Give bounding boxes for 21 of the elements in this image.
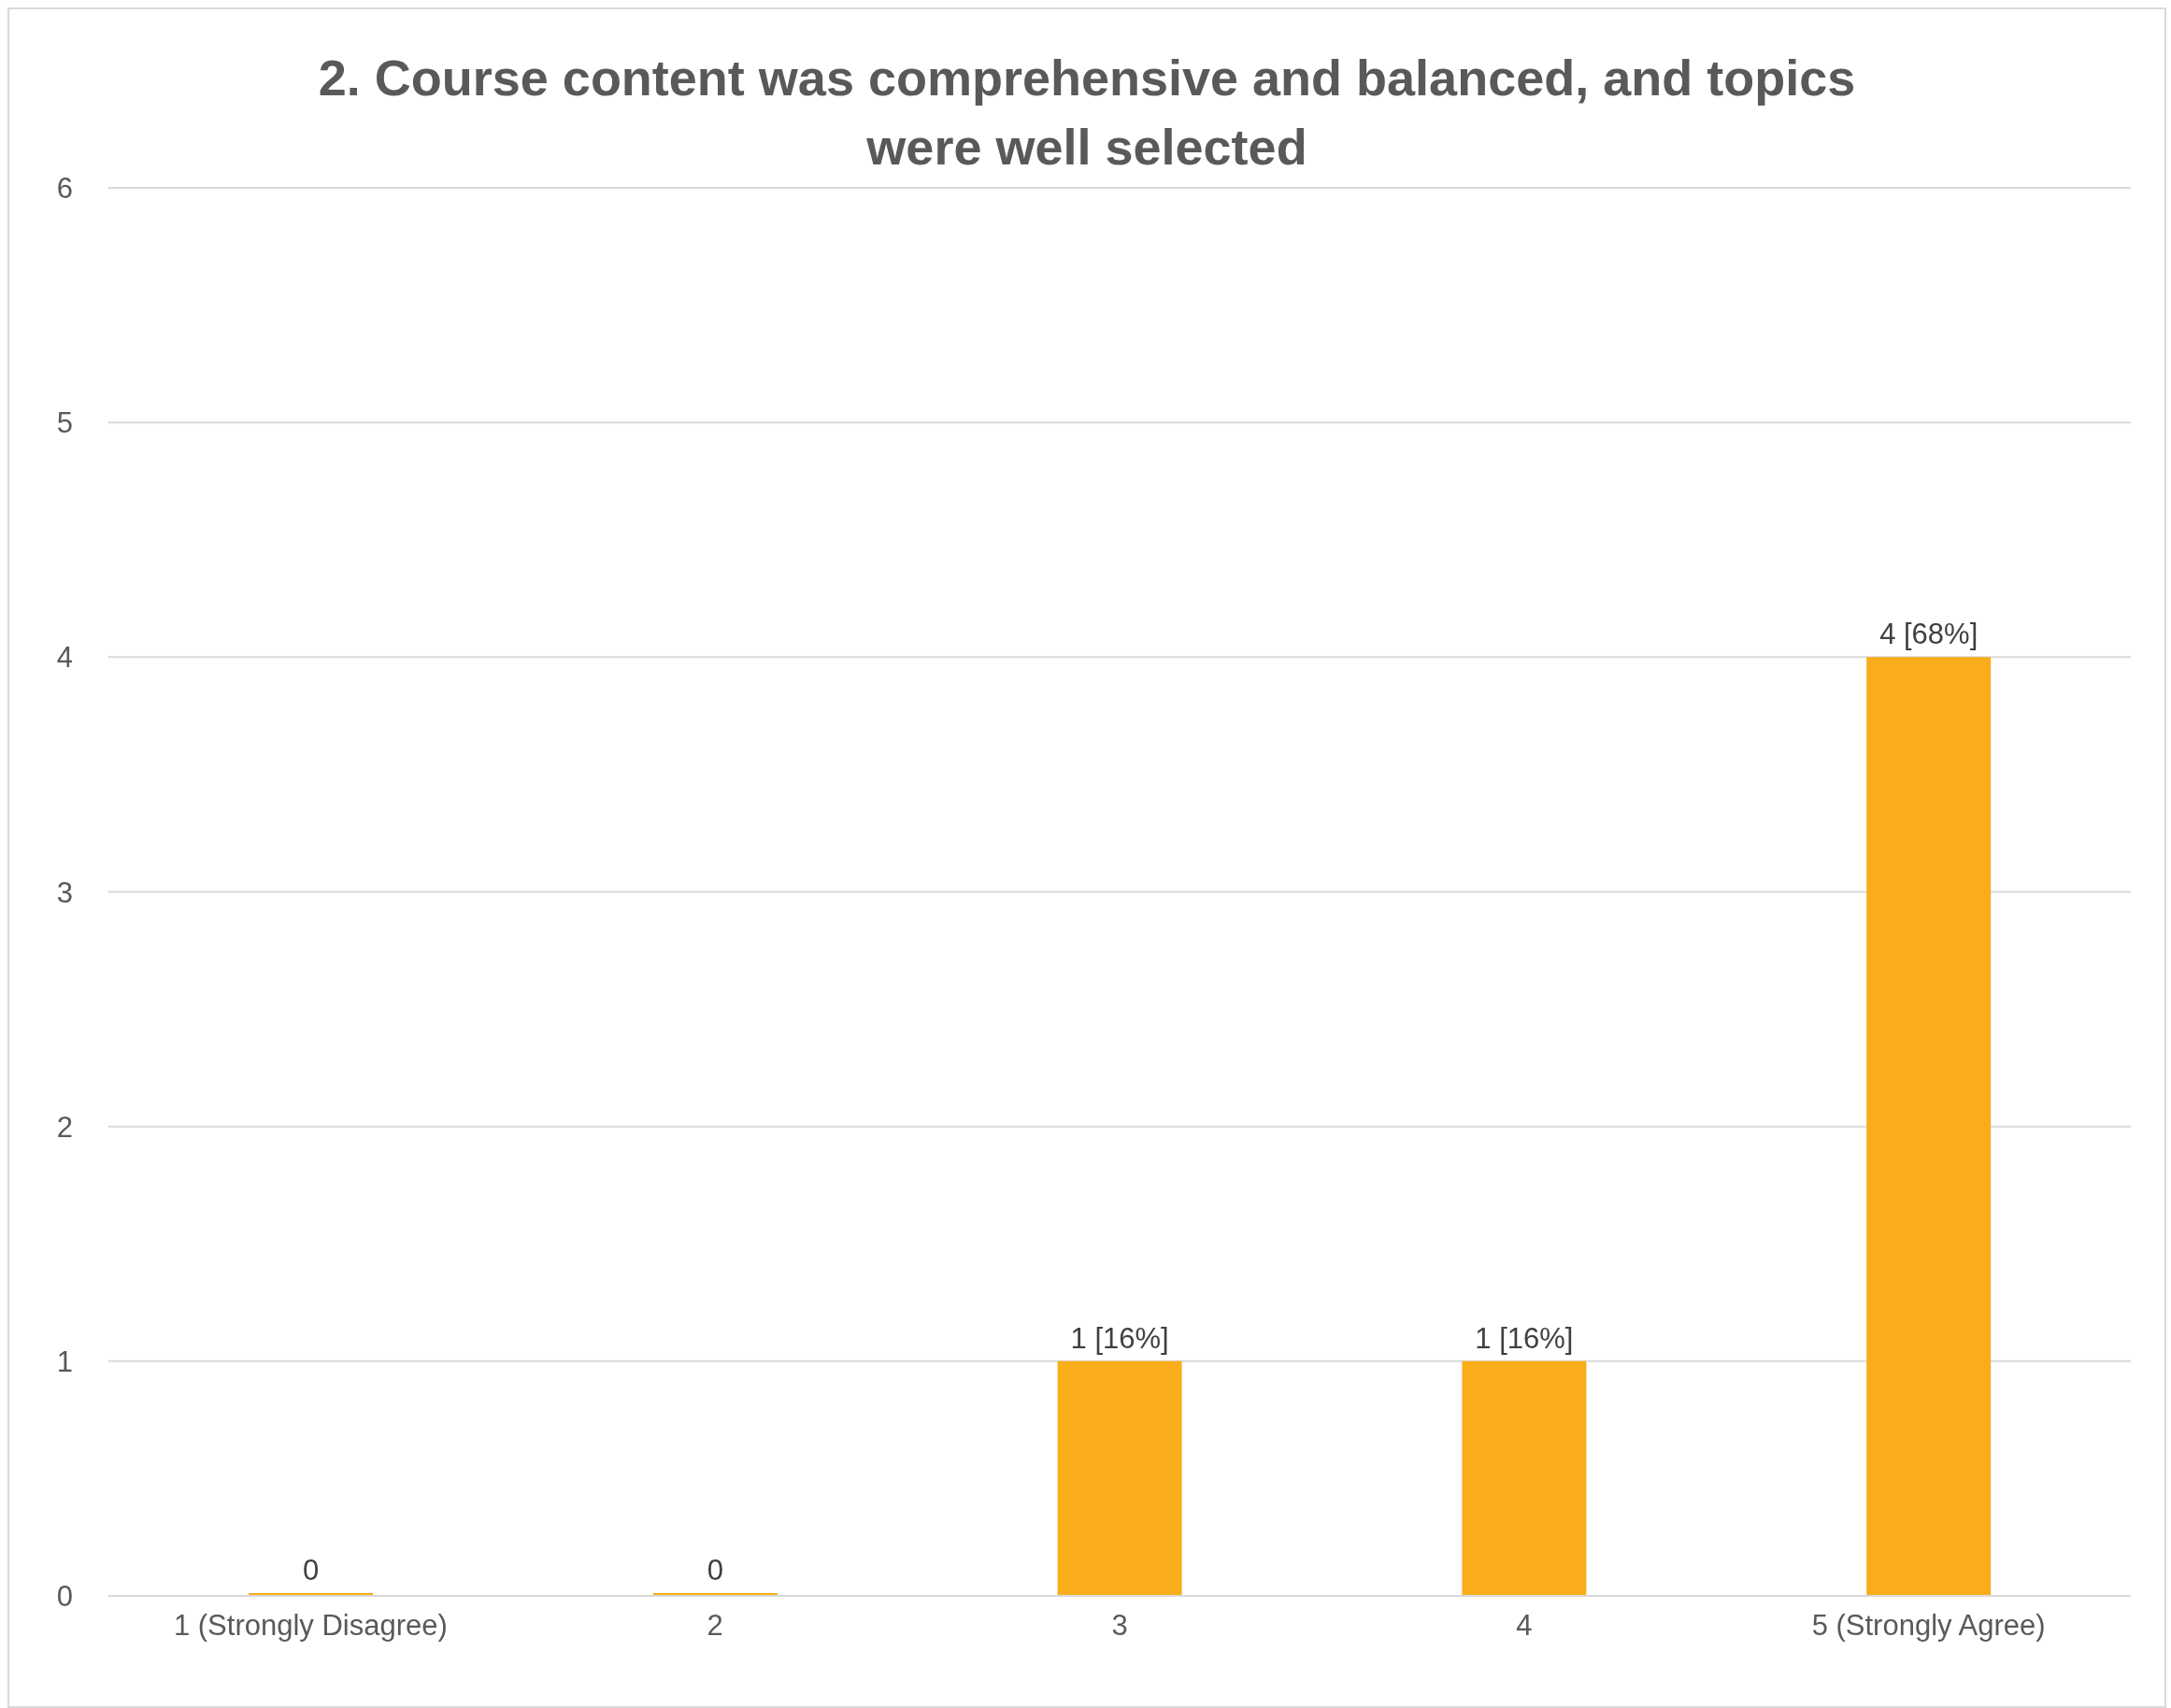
- x-tick-label: 2: [707, 1609, 723, 1643]
- data-label: 1 [16%]: [1475, 1321, 1574, 1355]
- x-tick-label: 1 (Strongly Disagree): [173, 1609, 448, 1643]
- bar: [1866, 657, 1992, 1596]
- chart-title: 2. Course content was comprehensive and balanced, and topics were well selected: [317, 49, 1857, 177]
- x-tick-label: 5 (Strongly Agree): [1811, 1609, 2046, 1643]
- x-tick-label: 4: [1516, 1609, 1533, 1643]
- bar: [1462, 1360, 1587, 1596]
- y-tick-label: 6: [56, 172, 73, 206]
- data-label: 4 [68%]: [1879, 618, 1978, 651]
- bar: [1057, 1360, 1182, 1596]
- x-tick-label: 3: [1111, 1609, 1128, 1643]
- data-label: 1 [16%]: [1070, 1321, 1169, 1355]
- y-tick-label: 1: [56, 1345, 73, 1378]
- data-label: 0: [707, 1554, 723, 1587]
- y-tick-label: 5: [56, 406, 73, 440]
- y-tick-label: 4: [56, 641, 73, 675]
- y-tick-label: 2: [56, 1110, 73, 1144]
- data-label: 0: [302, 1554, 320, 1587]
- y-tick-label: 3: [56, 875, 73, 909]
- y-tick-label: 0: [56, 1580, 73, 1614]
